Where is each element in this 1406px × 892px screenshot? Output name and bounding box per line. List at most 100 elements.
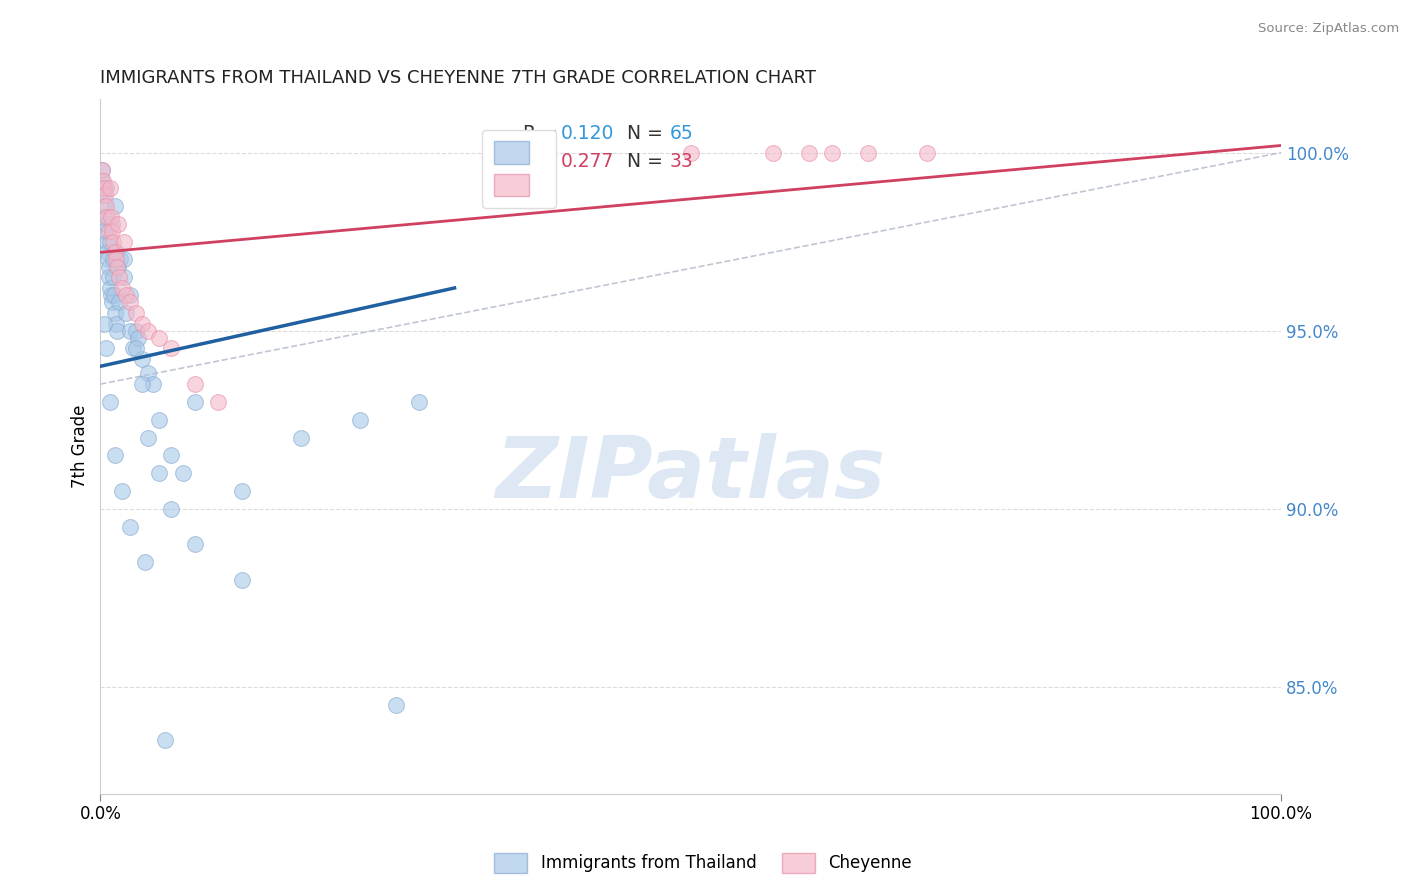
Text: 0.120: 0.120 — [561, 125, 614, 144]
Point — [94, 181, 117, 195]
Point — [821, 145, 844, 160]
Point — [679, 145, 702, 160]
Point — [103, 270, 125, 285]
Point — [90, 163, 112, 178]
Point — [131, 317, 153, 331]
Point — [97, 252, 120, 267]
Point — [160, 342, 183, 356]
Point — [93, 181, 115, 195]
Point — [91, 174, 114, 188]
Point — [96, 245, 118, 260]
Point — [148, 466, 170, 480]
Point — [125, 324, 148, 338]
Point — [98, 181, 121, 195]
Point — [107, 260, 129, 274]
Point — [915, 145, 938, 160]
Point — [125, 342, 148, 356]
Point — [100, 235, 122, 249]
Point — [160, 448, 183, 462]
Point — [91, 174, 114, 188]
Point — [115, 306, 138, 320]
Point — [100, 295, 122, 310]
Point — [231, 483, 253, 498]
Point — [93, 317, 115, 331]
Point — [136, 431, 159, 445]
Point — [142, 377, 165, 392]
Point — [97, 224, 120, 238]
Legend: Immigrants from Thailand, Cheyenne: Immigrants from Thailand, Cheyenne — [488, 847, 918, 880]
Point — [96, 217, 118, 231]
Point — [96, 342, 118, 356]
Point — [100, 288, 122, 302]
Point — [110, 281, 132, 295]
Point — [290, 431, 312, 445]
Point — [101, 252, 124, 267]
Point — [155, 733, 177, 747]
Point — [93, 199, 115, 213]
Point — [797, 145, 820, 160]
Point — [118, 324, 141, 338]
Point — [207, 395, 229, 409]
Point — [105, 260, 128, 274]
Point — [131, 352, 153, 367]
Point — [107, 217, 129, 231]
Text: 0.277: 0.277 — [561, 153, 614, 171]
Point — [96, 210, 118, 224]
Point — [90, 163, 112, 178]
Point — [110, 252, 132, 267]
Point — [91, 181, 114, 195]
Text: N =: N = — [614, 125, 669, 144]
Text: 65: 65 — [669, 125, 693, 144]
Point — [94, 224, 117, 238]
Text: Source: ZipAtlas.com: Source: ZipAtlas.com — [1258, 22, 1399, 36]
Point — [96, 235, 118, 249]
Point — [112, 270, 135, 285]
Point — [112, 252, 135, 267]
Point — [100, 210, 122, 224]
Point — [110, 483, 132, 498]
Point — [98, 395, 121, 409]
Y-axis label: 7th Grade: 7th Grade — [72, 405, 89, 488]
Point — [125, 306, 148, 320]
Text: N =: N = — [614, 153, 669, 171]
Point — [97, 260, 120, 274]
Point — [105, 245, 128, 260]
Text: R =: R = — [523, 125, 564, 144]
Point — [349, 413, 371, 427]
Point — [131, 377, 153, 392]
Point — [148, 413, 170, 427]
Point — [118, 288, 141, 302]
Point — [112, 235, 135, 249]
Point — [103, 448, 125, 462]
Point — [118, 519, 141, 533]
Point — [103, 288, 125, 302]
Point — [104, 199, 127, 213]
Point — [856, 145, 879, 160]
Text: IMMIGRANTS FROM THAILAND VS CHEYENNE 7TH GRADE CORRELATION CHART: IMMIGRANTS FROM THAILAND VS CHEYENNE 7TH… — [100, 69, 817, 87]
Point — [184, 537, 207, 551]
Text: R =: R = — [523, 153, 564, 171]
Point — [98, 270, 121, 285]
Point — [94, 188, 117, 202]
Point — [103, 235, 125, 249]
Point — [104, 317, 127, 331]
Point — [101, 224, 124, 238]
Point — [134, 555, 156, 569]
Point — [115, 288, 138, 302]
Legend: , : , — [482, 129, 555, 208]
Point — [91, 188, 114, 202]
Point — [184, 377, 207, 392]
Point — [148, 331, 170, 345]
Point — [103, 245, 125, 260]
Point — [98, 281, 121, 295]
Text: ZIPatlas: ZIPatlas — [495, 433, 886, 516]
Point — [93, 210, 115, 224]
Point — [231, 573, 253, 587]
Point — [101, 217, 124, 231]
Point — [136, 367, 159, 381]
Point — [118, 295, 141, 310]
Point — [762, 145, 785, 160]
Point — [104, 252, 127, 267]
Point — [108, 270, 131, 285]
Point — [108, 295, 131, 310]
